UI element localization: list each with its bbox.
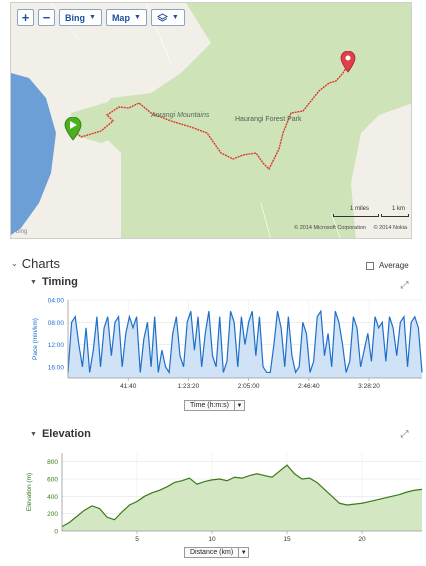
triangle-down-icon: ▼ [30,431,37,438]
start-marker-icon[interactable] [63,117,83,141]
scale-miles-label: 1 miles [350,206,369,212]
y-tick-label: 0 [54,529,58,536]
map-copyright: © 2014 Microsoft Corporation © 2014 Noki… [288,225,407,231]
expand-icon[interactable]: ⤢ [399,429,410,440]
map-view-dropdown[interactable]: Map ▼ [106,9,147,26]
charts-section-header[interactable]: ⌄ Charts [11,256,60,271]
x-tick-label: 3:28:20 [358,383,380,390]
end-marker-icon[interactable] [340,51,356,73]
charts-title: Charts [22,256,60,271]
x-tick-label: 2:05:00 [238,383,260,390]
map-view-label: Map [112,13,130,23]
chevron-down-icon: ▼ [89,14,96,21]
zoom-in-button[interactable]: + [17,9,34,26]
y-tick-label: 16:00 [48,364,65,371]
timing-xaxis-label: Time (h:m:s) [185,402,234,409]
x-tick-label: 5 [135,536,139,543]
average-toggle[interactable]: Average [366,261,409,270]
y-tick-label: 400 [47,494,58,501]
chevron-down-icon: ▼ [172,14,179,21]
route-map[interactable]: + − Bing ▼ Map ▼ ▼ Aorangi Mountains Hau… [10,2,412,239]
y-axis-label: Pace (min/km) [32,318,39,360]
timing-chart: 04:00 08:00 12:00 16:00 41:40 1:23:20 2:05:00 2… [0,290,426,400]
elevation-title: Elevation [42,428,91,440]
average-label: Average [379,261,409,270]
x-tick-label: 10 [208,536,216,543]
layers-icon [157,13,168,23]
scale-km-label: 1 km [392,206,405,212]
layers-dropdown[interactable]: ▼ [151,9,185,26]
series-area [62,465,422,531]
x-tick-label: 1:23:20 [178,383,200,390]
x-tick-label: 2:46:40 [298,383,320,390]
map-toolbar: + − Bing ▼ Map ▼ ▼ [17,9,185,26]
copyright-microsoft: © 2014 Microsoft Corporation [294,225,366,231]
x-tick-label: 41:40 [120,383,137,390]
map-label-mountains: Aorangi Mountains [151,112,209,119]
y-axis-label: Elevation (m) [26,473,33,511]
y-tick-label: 08:00 [48,320,65,327]
y-tick-label: 600 [47,477,58,484]
map-label-park: Haurangi Forest Park [235,116,302,123]
zoom-out-button[interactable]: − [38,9,55,26]
chevron-down-icon: ▼ [134,14,141,21]
scale-bar-km [381,214,409,217]
y-tick-label: 12:00 [48,342,65,349]
triangle-down-icon: ▼ [30,279,37,286]
timing-title: Timing [42,276,78,288]
elevation-xaxis-label: Distance (km) [185,549,238,556]
x-tick-label: 15 [283,536,291,543]
average-checkbox[interactable] [366,262,374,270]
elevation-xaxis-select[interactable]: Distance (km) ▼ [184,547,249,558]
elevation-chart: 0 200 400 600 800 5 10 15 20 Elevation (m) [0,445,426,545]
y-tick-label: 800 [47,459,58,466]
timing-section-header[interactable]: ▼ Timing [30,276,78,288]
copyright-nokia: © 2014 Nokia [374,225,407,231]
provider-dropdown[interactable]: Bing ▼ [59,9,102,26]
chevron-down-icon: ▼ [238,548,248,557]
y-tick-label: 04:00 [48,298,65,305]
chevron-down-icon: ⌄ [11,259,18,268]
timing-xaxis-select[interactable]: Time (h:m:s) ▼ [184,400,245,411]
provider-label: Bing [65,13,85,23]
bing-logo-text: bing [16,229,27,235]
scale-bar-miles [333,214,379,217]
chevron-down-icon: ▼ [234,401,244,410]
bing-logo: bing [16,229,27,235]
x-tick-label: 20 [358,536,366,543]
y-tick-label: 200 [47,511,58,518]
elevation-section-header[interactable]: ▼ Elevation [30,428,91,440]
